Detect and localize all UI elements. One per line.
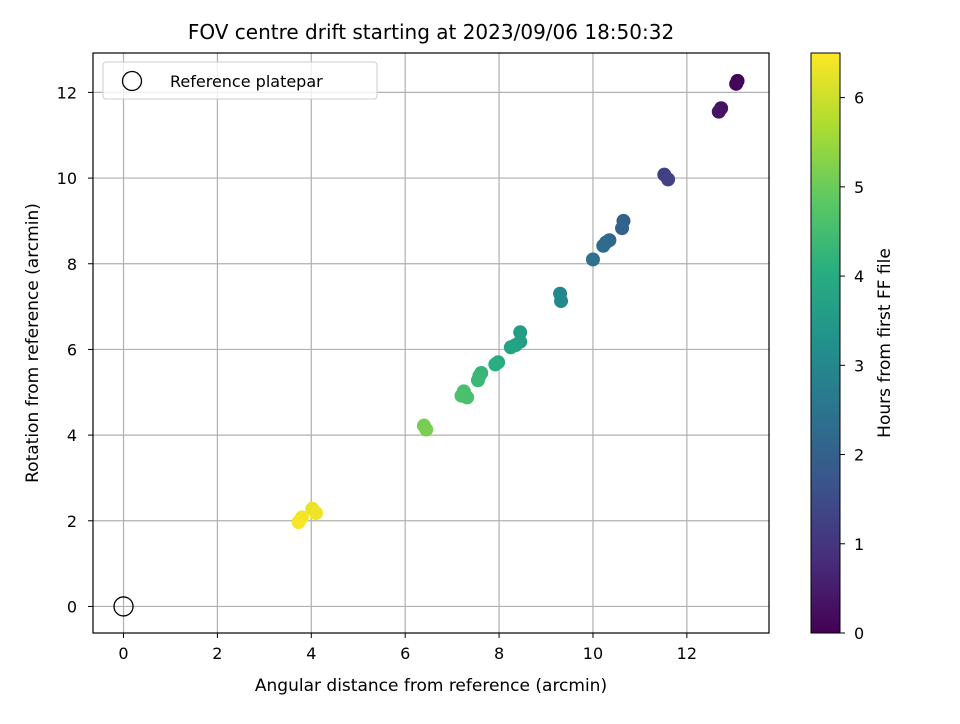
legend: Reference platepar xyxy=(102,61,378,100)
points-layer xyxy=(113,73,745,617)
colorbar xyxy=(810,52,841,634)
data-point xyxy=(596,238,611,253)
tick-layer: 0 2 4 6 8 10 12 0 2 4 6 8 10 12 xyxy=(57,83,697,663)
data-point xyxy=(585,252,600,267)
data-point xyxy=(711,104,726,119)
data-point xyxy=(729,76,744,91)
y-tick-label: 6 xyxy=(67,340,77,359)
y-tick-label: 2 xyxy=(67,512,77,531)
data-point xyxy=(488,357,503,372)
y-tick-label: 4 xyxy=(67,426,77,445)
data-point xyxy=(419,422,434,437)
colorbar-tick-label: 2 xyxy=(854,446,864,465)
reference-platepar-marker xyxy=(113,596,134,617)
data-point xyxy=(308,506,323,521)
y-tick-label: 10 xyxy=(57,169,77,188)
data-point xyxy=(615,221,630,236)
colorbar-tick-label: 4 xyxy=(854,267,864,286)
x-tick-label: 6 xyxy=(400,644,410,663)
colorbar-tick-label: 1 xyxy=(854,535,864,554)
colorbar-tick-label: 3 xyxy=(854,356,864,375)
data-point xyxy=(470,373,485,388)
data-point xyxy=(503,340,518,355)
legend-box xyxy=(102,61,378,100)
colorbar-ticks: 0 1 2 3 4 5 6 xyxy=(840,89,864,643)
x-tick-label: 2 xyxy=(212,644,222,663)
legend-label: Reference platepar xyxy=(170,72,323,91)
y-tick-label: 0 xyxy=(67,597,77,616)
data-point xyxy=(661,172,676,187)
chart-title: FOV centre drift starting at 2023/09/06 … xyxy=(188,20,674,44)
colorbar-label: Hours from first FF file xyxy=(875,248,895,438)
x-tick-label: 0 xyxy=(118,644,128,663)
colorbar-tick-label: 0 xyxy=(854,624,864,643)
y-axis-label: Rotation from reference (arcmin) xyxy=(23,203,43,483)
plot-frame xyxy=(92,52,770,634)
x-axis-label: Angular distance from reference (arcmin) xyxy=(255,676,607,696)
y-tick-label: 12 xyxy=(57,83,77,102)
data-point xyxy=(554,294,569,309)
grid-layer xyxy=(93,53,769,633)
legend-marker xyxy=(121,70,143,92)
x-tick-label: 12 xyxy=(677,644,697,663)
x-tick-label: 10 xyxy=(583,644,603,663)
x-tick-label: 8 xyxy=(494,644,504,663)
colorbar-tick-label: 6 xyxy=(854,89,864,108)
x-tick-label: 4 xyxy=(306,644,316,663)
data-point xyxy=(291,515,306,530)
y-tick-label: 8 xyxy=(67,255,77,274)
colorbar-tick-label: 5 xyxy=(854,178,864,197)
data-point xyxy=(460,390,475,405)
